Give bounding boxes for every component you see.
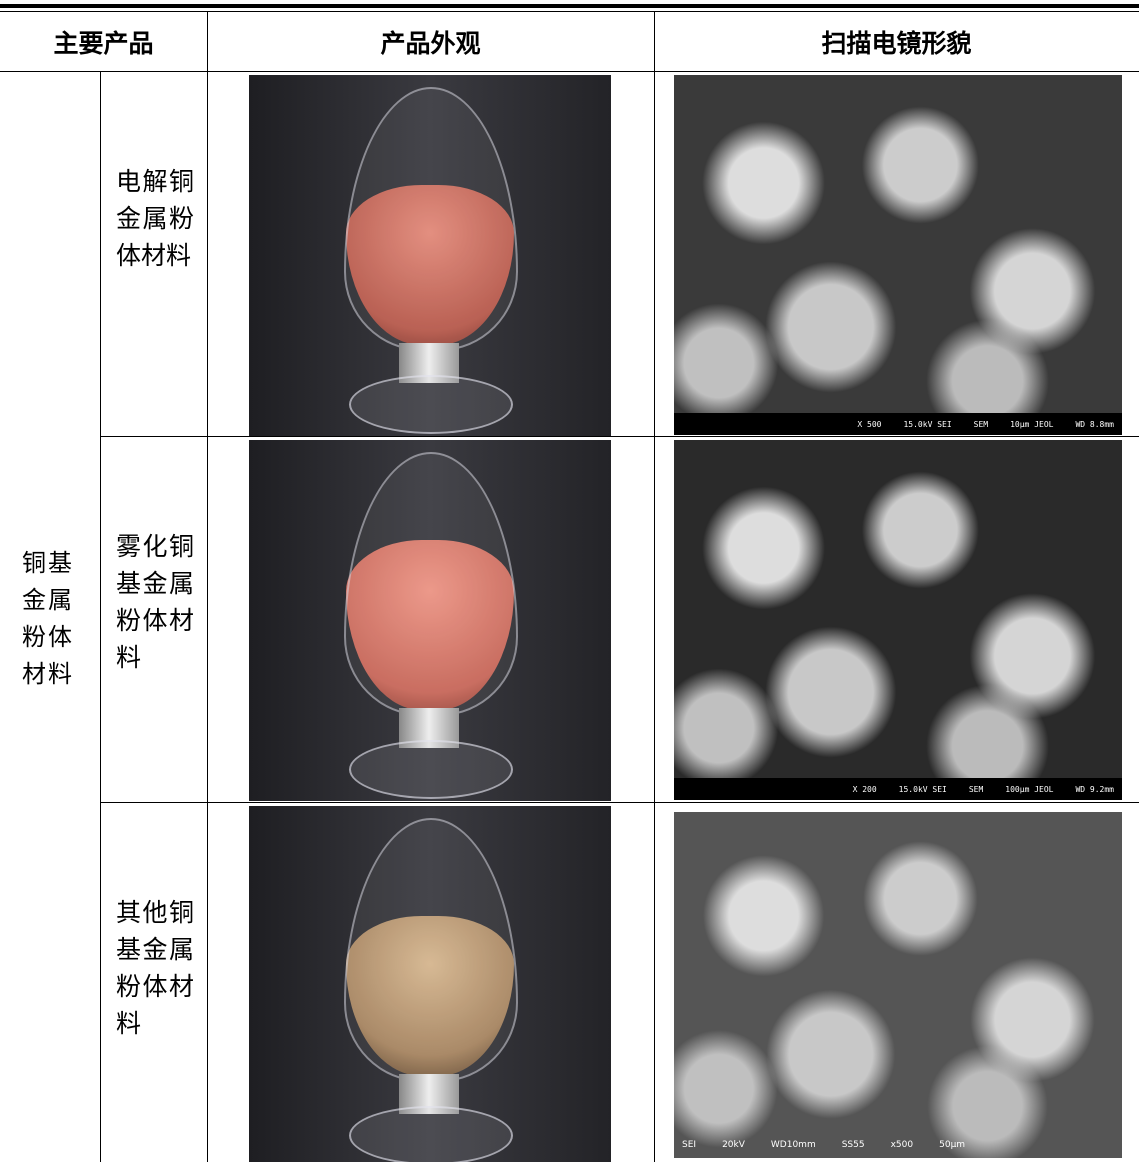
col-rule <box>100 72 101 1162</box>
sem-caption-text: WD 8.8mm <box>1075 419 1114 429</box>
col-rule <box>207 11 208 1162</box>
row-rule <box>100 436 1139 437</box>
sem-caption: X 200 15.0kV SEI SEM 100μm JEOL WD 9.2mm <box>674 778 1122 800</box>
sem-caption-text: WD10mm <box>770 1140 816 1150</box>
product-photo <box>249 75 611 436</box>
sem-caption-text: x500 <box>890 1140 914 1150</box>
row-rule <box>100 802 1139 803</box>
sem-caption: X 500 15.0kV SEI SEM 10μm JEOL WD 8.8mm <box>674 413 1122 435</box>
sem-caption: SEI 20kV WD10mm SS55 x500 50μm <box>674 1140 1122 1150</box>
sem-caption-text: SEM <box>968 784 984 794</box>
sem-caption-text: SS55 <box>841 1140 865 1150</box>
group-label: 铜基金属粉体材料 <box>22 549 74 688</box>
header-cell: 产品外观 <box>380 29 481 58</box>
header-cell: 扫描电镜形貌 <box>821 29 972 58</box>
row-name: 雾化铜基金属粉体材料 <box>116 532 194 672</box>
sem-caption-text: X 200 <box>852 784 877 794</box>
sem-image: X 200 15.0kV SEI SEM 100μm JEOL WD 9.2mm <box>674 440 1122 800</box>
sem-image: SEI 20kV WD10mm SS55 x500 50μm <box>674 812 1122 1158</box>
top-rule-thin <box>0 11 1139 12</box>
header-rule <box>0 71 1139 72</box>
sem-caption-text: X 500 <box>857 419 882 429</box>
row-name: 其他铜基金属粉体材料 <box>116 898 194 1038</box>
sem-caption-text: WD 9.2mm <box>1075 784 1114 794</box>
sem-caption-text: 10μm JEOL <box>1010 419 1054 429</box>
sem-caption-text: SEI <box>682 1140 697 1150</box>
sem-image: X 500 15.0kV SEI SEM 10μm JEOL WD 8.8mm <box>674 75 1122 435</box>
top-rule <box>0 4 1139 8</box>
col-rule <box>654 11 655 1162</box>
sem-caption-text: SEM <box>973 419 989 429</box>
sem-caption-text: 50μm <box>939 1140 966 1150</box>
row-name: 电解铜金属粉体材料 <box>116 167 194 270</box>
sem-caption-text: 20kV <box>722 1140 745 1150</box>
sem-caption-text: 15.0kV SEI <box>903 419 952 429</box>
sem-caption-text: 100μm JEOL <box>1005 784 1054 794</box>
product-photo <box>249 440 611 801</box>
sem-caption-text: 15.0kV SEI <box>898 784 947 794</box>
product-photo <box>249 806 611 1162</box>
header-cell: 主要产品 <box>53 29 154 58</box>
